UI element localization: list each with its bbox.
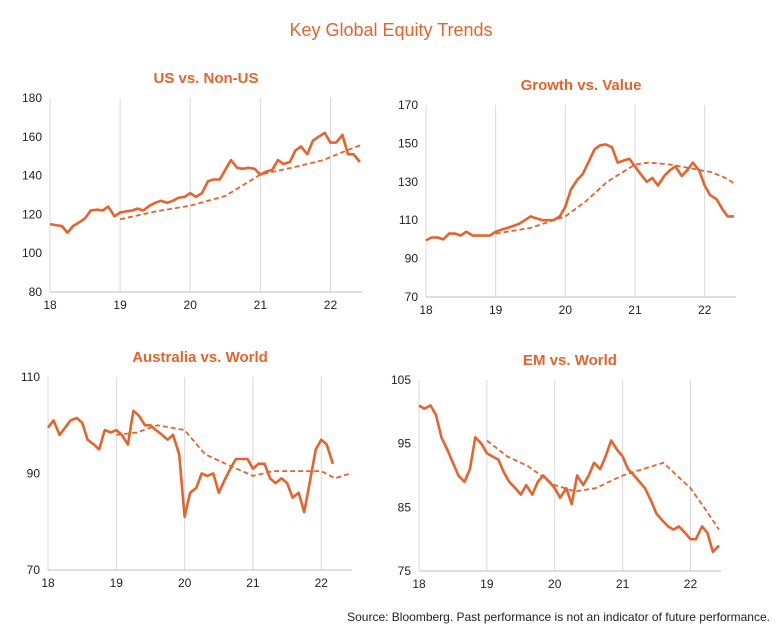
x-tick-label: 21 [628,303,642,317]
y-tick-label: 150 [398,136,418,150]
y-tick-label: 90 [27,467,41,481]
y-tick-label: 100 [22,246,42,260]
series-line-trend [119,143,363,221]
x-tick-label: 19 [113,298,127,312]
x-tick-label: 20 [559,303,573,317]
series-line-actual [418,404,720,554]
x-tick-label: 18 [41,576,55,590]
y-tick-label: 70 [405,290,419,304]
y-tick-label: 85 [398,500,412,514]
y-tick-label: 75 [398,564,412,578]
x-tick-label: 18 [419,303,433,317]
x-tick-label: 21 [254,298,268,312]
x-tick-label: 21 [616,577,630,591]
panel-title: Growth vs. Value [521,77,642,94]
x-tick-label: 20 [548,577,562,591]
y-tick-label: 140 [22,169,42,183]
x-tick-label: 20 [178,576,192,590]
main-title: Key Global Equity Trends [289,20,493,40]
chart-growth-vs-value: Growth vs. Value 18 19 20 21 22 70 90 110 130 150 1… [398,77,737,317]
y-tick-label: 170 [398,98,418,112]
x-tick-label: 21 [246,576,260,590]
y-tick-label: 95 [398,437,412,451]
series-line-actual [46,409,335,519]
x-tick-label: 19 [480,577,494,591]
x-tick-label: 22 [315,576,329,590]
chart-australia-vs-world: Australia vs. World 18 19 20 21 22 70 90 110 [21,349,352,590]
y-tick-label: 80 [29,285,43,299]
panel-title: EM vs. World [523,352,617,369]
y-tick-label: 120 [22,207,42,221]
y-tick-label: 110 [21,370,40,384]
y-tick-label: 70 [27,563,41,577]
x-tick-label: 18 [43,298,57,312]
y-tick-label: 130 [398,175,418,189]
y-tick-label: 105 [391,373,411,387]
panel-title: US vs. Non-US [153,70,258,87]
y-tick-label: 180 [22,91,42,105]
series-line-actual [49,131,361,235]
y-tick-label: 90 [405,252,419,266]
series-line-trend [486,439,720,531]
panel-title: Australia vs. World [132,349,268,366]
series-line-trend [116,424,351,480]
y-tick-label: 160 [22,130,42,144]
y-tick-label: 110 [399,213,418,227]
chart-em-vs-world: EM vs. World 18 19 20 21 22 75 85 95 105 [391,352,721,591]
x-tick-label: 19 [489,303,503,317]
x-tick-label: 19 [110,576,124,590]
x-tick-label: 22 [684,577,698,591]
x-tick-label: 22 [698,303,712,317]
source-note: Source: Bloomberg. Past performance is n… [347,610,770,624]
x-tick-label: 18 [412,577,426,591]
x-tick-label: 22 [324,298,338,312]
series-line-actual [425,143,734,242]
chart-us-vs-non-us: US vs. Non-US 18 19 20 21 22 80 100 120 140 160 180 [22,70,363,312]
x-tick-label: 20 [184,298,198,312]
series-line-trend [495,161,737,235]
